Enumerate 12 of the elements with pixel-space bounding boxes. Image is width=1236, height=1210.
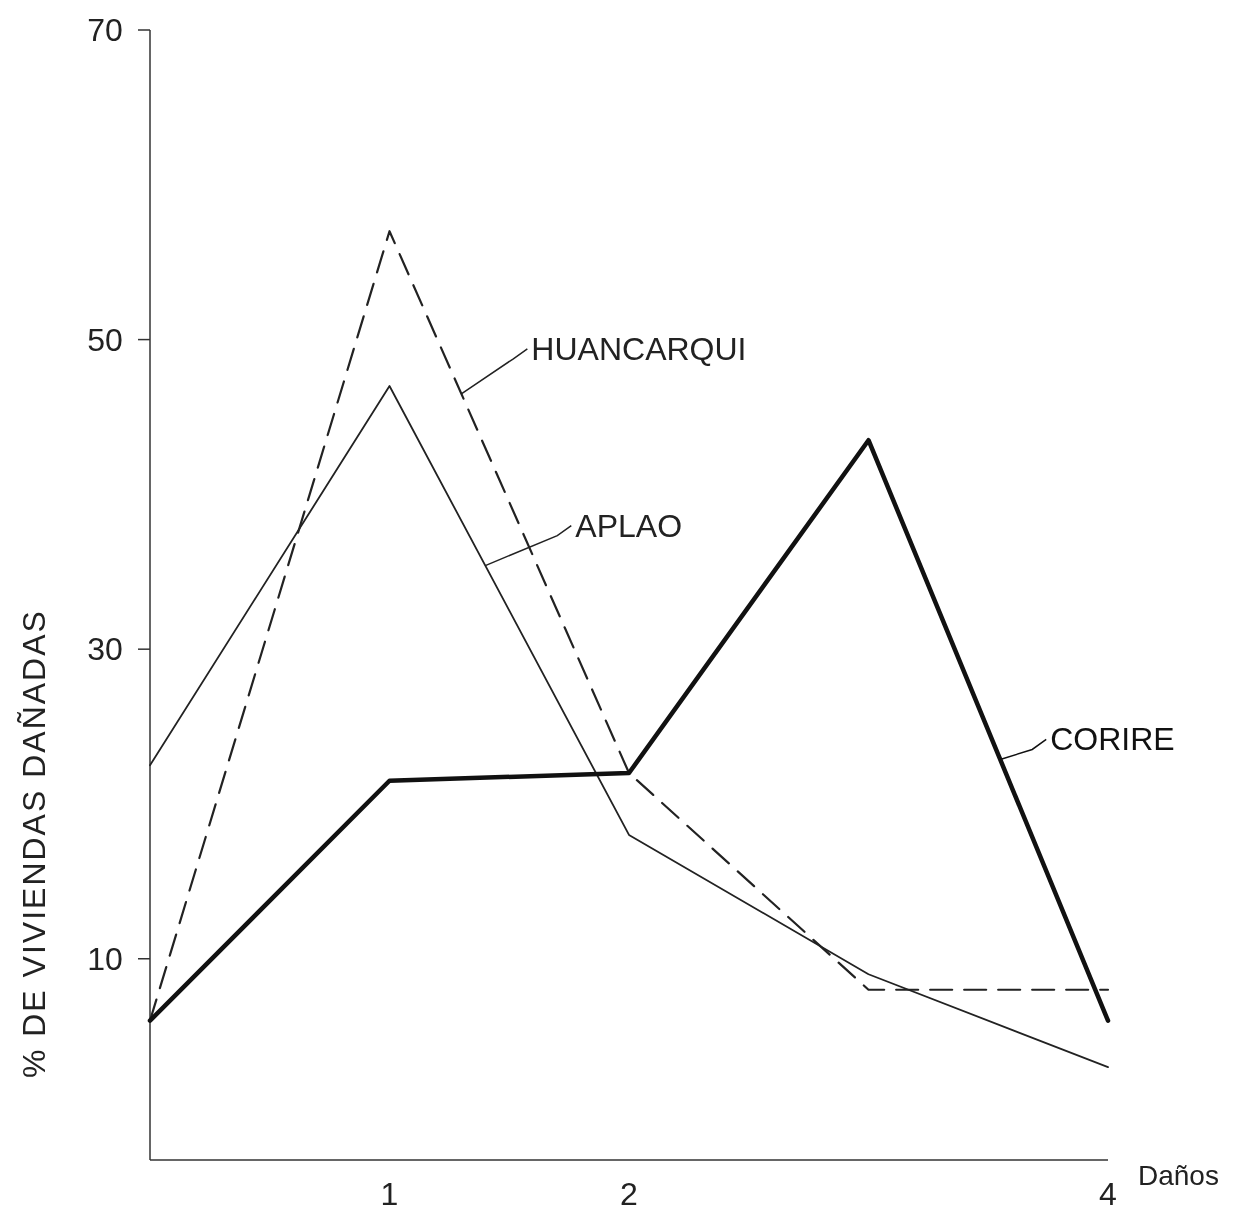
text: HUANCARQUI	[531, 330, 747, 367]
x-tick-label: 2	[620, 1176, 638, 1210]
y-axis-title: % DE VIVIENDAS DAÑADAS	[16, 609, 52, 1079]
y-tick-label: 70	[87, 12, 123, 48]
y-tick-label: 10	[87, 940, 123, 977]
legend-label: APLAO	[575, 507, 683, 544]
x-tick-label: 1	[380, 1176, 399, 1210]
x-tick-label: 4	[1099, 1176, 1117, 1210]
y-tick-label: 30	[87, 631, 123, 668]
legend-label: CORIRE	[1050, 721, 1175, 758]
x-axis-title: Daños	[1138, 1160, 1219, 1191]
y-tick-label: 50	[87, 321, 123, 358]
